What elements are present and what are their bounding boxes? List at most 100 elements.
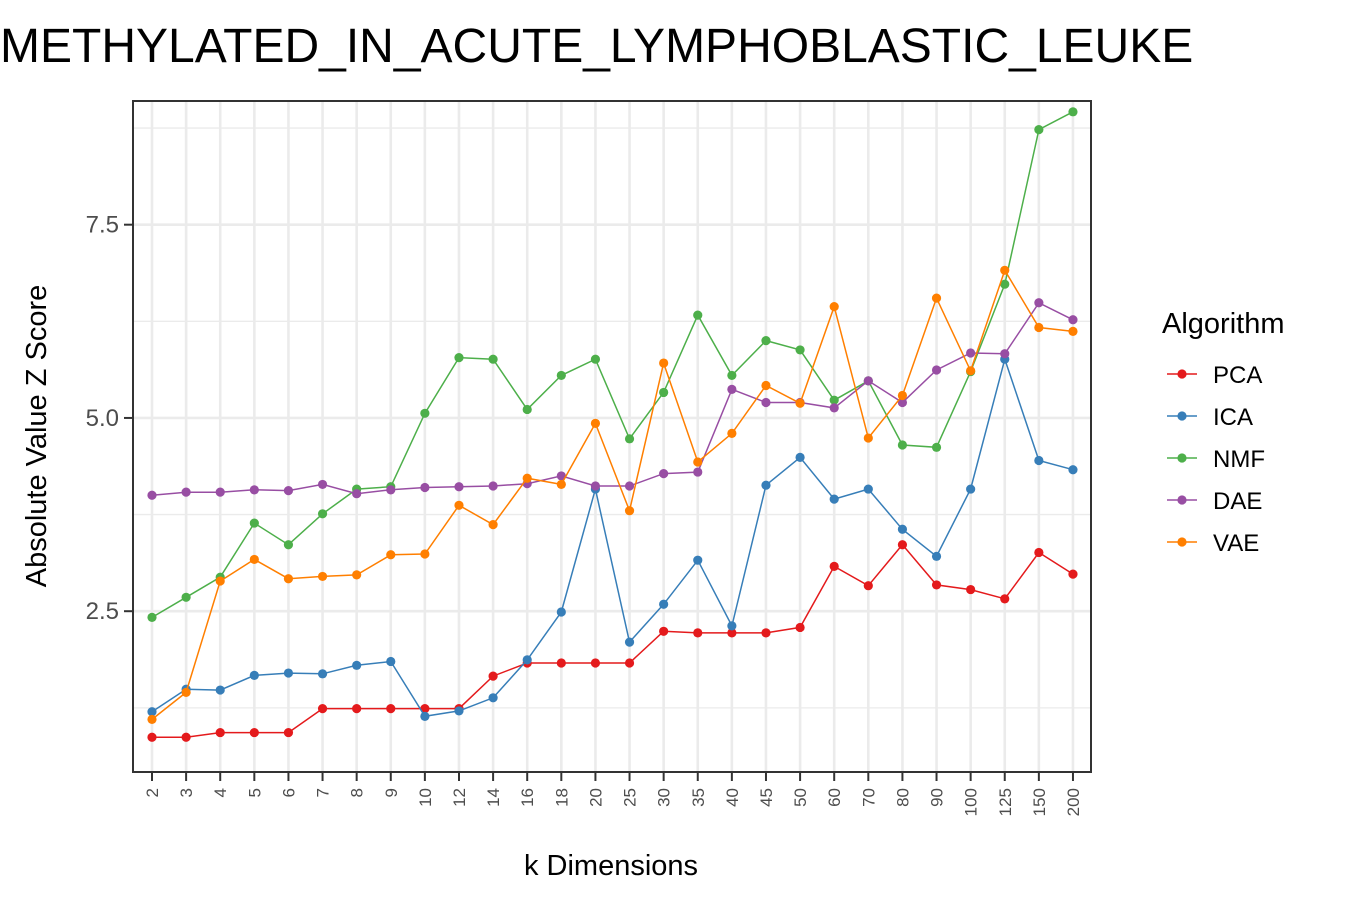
data-point-pca [215,727,225,738]
x-tick-label: 125 [996,788,1015,816]
data-point-pca [897,540,908,550]
data-point-ica [556,607,566,617]
data-point-dae [897,397,908,408]
data-point-pca [1000,594,1010,604]
data-point-dae [317,479,328,490]
x-tick-label: 45 [757,788,776,807]
x-tick-label: 25 [621,788,640,807]
y-tick-label: 7.5 [86,212,119,239]
data-point-vae [352,570,362,580]
data-point-dae [1034,298,1044,308]
data-point-vae [1034,322,1044,333]
x-tick-label: 3 [177,788,196,797]
data-point-nmf [522,404,532,415]
data-point-pca [386,704,396,714]
data-point-pca [590,658,601,668]
legend-item-ica: ICA [1167,404,1253,431]
series-line-nmf [151,111,1074,619]
data-point-nmf [931,442,942,452]
data-point-nmf [693,310,703,320]
legend-label: DAE [1213,488,1262,515]
data-point-ica [897,524,908,534]
data-point-ica [761,480,771,490]
data-point-pca [420,704,430,714]
data-point-vae [693,457,703,467]
series-line-dae [151,301,1074,497]
data-point-nmf [659,387,669,398]
data-point-dae [966,348,976,358]
data-point-ica [522,655,532,665]
series-dae [147,298,1078,500]
y-tick-label: 5.0 [86,405,119,432]
legend-item-nmf: NMF [1167,446,1265,473]
data-point-nmf [897,440,908,450]
data-point-ica [624,637,635,647]
data-point-vae [590,418,601,428]
data-point-dae [693,467,703,477]
x-tick-label: 70 [859,788,878,807]
data-point-pca [829,561,839,571]
data-point-dae [386,485,396,495]
data-point-pca [352,704,362,714]
x-tick-label: 9 [382,788,401,797]
data-point-nmf [1034,125,1044,135]
data-point-nmf [454,353,464,363]
legend-label: PCA [1213,362,1262,389]
data-point-nmf [283,540,294,550]
data-point-nmf [1068,107,1078,117]
data-point-dae [556,471,566,481]
data-point-nmf [761,336,771,346]
data-point-pca [659,626,669,636]
data-point-pca [181,732,191,742]
data-point-dae [931,365,942,375]
x-tick-label: 2 [143,788,162,797]
data-point-nmf [590,354,601,364]
legend-key-point [1177,453,1187,463]
legend-title: Algorithm [1162,308,1285,340]
data-point-nmf [1000,279,1010,289]
plot-panel-border [132,100,1092,773]
legend-label: ICA [1213,404,1253,431]
data-point-nmf [556,370,566,381]
x-tick-label: 40 [723,788,742,807]
x-tick-label: 5 [245,788,264,797]
data-point-ica [931,551,942,561]
data-point-dae [283,486,294,496]
data-point-ica [317,669,328,679]
data-point-vae [931,293,942,303]
data-point-dae [863,376,873,386]
legend-item-dae: DAE [1167,488,1262,515]
legend-key-point [1177,495,1187,505]
data-point-pca [624,658,635,668]
legend: Algorithm PCA ICA NMF DAE VAE [1162,308,1285,557]
data-point-dae [181,487,191,497]
x-tick-label: 10 [416,788,435,807]
data-point-dae [420,482,430,493]
legend-key-point [1177,411,1187,421]
series-line-vae [151,268,1074,720]
legend-item-vae: VAE [1167,530,1259,557]
data-point-ica [829,494,839,504]
data-point-dae [147,490,157,500]
data-point-ica [215,685,225,695]
data-point-ica [386,656,396,667]
data-point-vae [829,302,839,312]
data-point-dae [727,384,737,394]
y-tick-label: 2.5 [86,598,119,625]
data-point-nmf [420,408,430,418]
x-tick-label: 90 [928,788,947,807]
series-line-ica [151,356,1074,718]
data-point-nmf [488,354,498,364]
data-point-vae [488,520,498,530]
data-point-vae [249,554,259,565]
x-tick-label: 50 [791,788,810,807]
legend-key-point [1177,369,1187,379]
data-point-vae [317,571,328,582]
x-tick-label: 150 [1030,788,1049,816]
legend-item-pca: PCA [1167,362,1262,389]
data-point-dae [624,481,635,491]
data-point-vae [386,550,396,560]
data-point-vae [624,506,635,516]
x-axis-title: k Dimensions [524,850,698,882]
data-point-pca [966,584,976,595]
